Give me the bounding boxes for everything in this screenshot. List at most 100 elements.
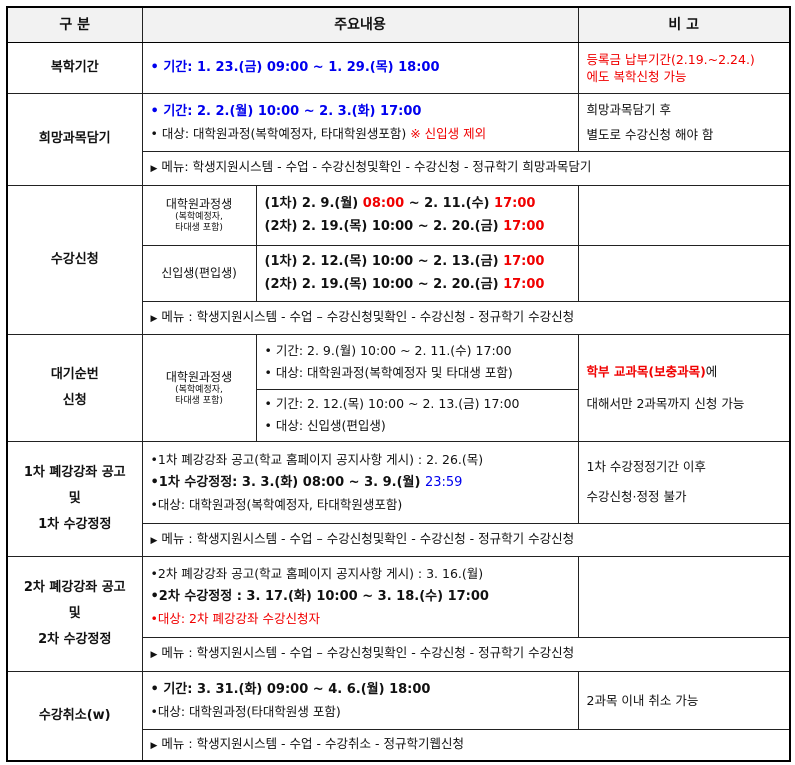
text-segment: •2차 수강정정 : 3. 17.(화) 10:00 ~ 3. 18.(수) 1… xyxy=(150,589,489,604)
text-line: 희망과목담기 후 xyxy=(587,97,782,122)
text-segment: 17:00 xyxy=(494,196,536,211)
text-line: •2차 수강정정 : 3. 17.(화) 10:00 ~ 3. 18.(수) 1… xyxy=(151,585,570,608)
menu-path-withdraw: ▶ 메뉴 : 학생지원시스템 - 수업 - 수강취소 - 정규학기웹신청 xyxy=(141,728,791,762)
header-content: 주요내용 xyxy=(141,6,579,43)
arrow-icon: ▶ xyxy=(150,650,158,660)
content-change1: •1차 폐강강좌 공고(학교 홈페이지 공지사항 게시) : 2. 26.(목)… xyxy=(141,440,579,524)
text-line: 신청 xyxy=(62,392,87,408)
menu-text: 메뉴 : 학생지원시스템 - 수업 – 수강신청및확인 - 수강신청 - 정규학… xyxy=(161,645,575,660)
content-waitlist-grad: • 기간: 2. 9.(월) 10:00 ~ 2. 11.(수) 17:00 • … xyxy=(255,333,579,390)
text-line: • 대상: 대학원과정(복학예정자 및 타대생 포함) xyxy=(265,362,570,384)
text-line: 및 xyxy=(68,605,81,621)
text-line: 1차 수강정정기간 이후 xyxy=(587,452,782,482)
sub-note: (복학예정자, xyxy=(175,212,223,222)
text-segment: •대상: 대학원과정(복학예정자, 타대학원생포함) xyxy=(150,496,403,512)
sub-note: (복학예정자, xyxy=(175,384,223,395)
sub-category-waitlist: 대학원과정생 (복학예정자, 타대생 포함) xyxy=(141,333,257,442)
category-change1: 1차 폐강강좌 공고 및 1차 수강정정 xyxy=(6,440,143,557)
category-withdraw: 수강취소(w) xyxy=(6,670,143,762)
row-change1-menu: ▶ 메뉴 : 학생지원시스템 - 수업 – 수강신청및확인 - 수강신청 - 정규… xyxy=(7,522,791,557)
sub-label: 대학원과정생 xyxy=(165,369,233,384)
row-withdraw-menu: ▶ 메뉴 : 학생지원시스템 - 수업 - 수강취소 - 정규학기웹신청 xyxy=(7,728,791,762)
text-segment: 등록금 납부기간(2.19.~2.24.) xyxy=(586,51,755,67)
remark-withdraw: 2과목 이내 취소 가능 xyxy=(577,670,791,730)
text-segment: (1차) 2. 12.(목) 10:00 ~ 2. 13.(금) xyxy=(264,254,504,269)
text-line: 등록금 납부기간(2.19.~2.24.) xyxy=(587,51,782,68)
text-line: 수강신청 xyxy=(50,251,99,267)
text-line: (2차) 2. 19.(목) 10:00 ~ 2. 20.(금) 17:00 xyxy=(265,273,570,296)
text-line: • 기간: 2. 12.(목) 10:00 ~ 2. 13.(금) 17:00 xyxy=(265,393,570,415)
row-registration-menu: ▶ 메뉴 : 학생지원시스템 - 수업 – 수강신청및확인 - 수강신청 - 정규… xyxy=(7,300,791,335)
menu-path-wishlist: ▶ 메뉴: 학생지원시스템 - 수업 - 수강신청및확인 - 수강신청 - 정규학… xyxy=(141,150,791,186)
text-line: 대기순번 xyxy=(50,366,99,382)
text-segment: 1차 수강정정기간 이후 xyxy=(586,459,706,474)
text-line: •대상: 대학원과정(타대학원생 포함) xyxy=(151,701,570,723)
sub-note: 타대생 포함) xyxy=(175,223,223,233)
text-line: •1차 수강정정: 3. 3.(화) 08:00 ~ 3. 9.(월) 23:5… xyxy=(151,471,570,494)
row-withdraw: 수강취소(w) • 기간: 3. 31.(화) 09:00 ~ 4. 6.(월)… xyxy=(6,670,791,762)
text-segment: 2과목 이내 취소 가능 xyxy=(586,692,699,708)
text-line: •대상: 2차 폐강강좌 수강신청자 xyxy=(151,608,570,630)
menu-path-change1: ▶ 메뉴 : 학생지원시스템 - 수업 – 수강신청및확인 - 수강신청 - 정규… xyxy=(141,522,791,557)
row-change2-menu: ▶ 메뉴 : 학생지원시스템 - 수업 – 수강신청및확인 - 수강신청 - 정규… xyxy=(7,636,791,672)
text-line: 및 xyxy=(68,490,81,506)
menu-path-registration: ▶ 메뉴 : 학생지원시스템 - 수업 – 수강신청및확인 - 수강신청 - 정규… xyxy=(141,300,791,335)
text-line: • 대상: 대학원과정(복학예정자, 타대학원생포함) ※ 신입생 제외 xyxy=(151,123,570,145)
arrow-icon: ▶ xyxy=(150,313,158,324)
text-segment: •대상: 대학원과정(타대학원생 포함) xyxy=(150,703,341,719)
text-line: • 기간: 2. 9.(월) 10:00 ~ 2. 11.(수) 17:00 xyxy=(265,340,570,362)
remark-change2 xyxy=(577,555,791,638)
text-segment: ~ 2. 11.(수) xyxy=(404,196,495,211)
text-line: •대상: 대학원과정(복학예정자, 타대학원생포함) xyxy=(151,494,570,516)
text-line: 수강취소(w) xyxy=(38,707,111,723)
text-line: 복학기간 xyxy=(50,59,99,75)
sub-category-new: 신입생(편입생) xyxy=(141,244,257,302)
remark-reinstate: 등록금 납부기간(2.19.~2.24.) 에도 복학신청 가능 xyxy=(577,41,791,94)
text-segment: ※ 신입생 제외 xyxy=(410,125,487,141)
text-line: 2과목 이내 취소 가능 xyxy=(587,688,782,713)
schedule-table: 구 분 주요내용 비 고 복학기간 • 기간: 1. 23.(금) 09:00 … xyxy=(6,6,791,762)
text-line: (1차) 2. 9.(월) 08:00 ~ 2. 11.(수) 17:00 xyxy=(265,192,570,215)
content-reinstate: • 기간: 1. 23.(금) 09:00 ~ 1. 29.(목) 18:00 xyxy=(141,41,579,94)
text-line: • 대상: 신입생(편입생) xyxy=(265,415,570,437)
row-waitlist-b: • 기간: 2. 12.(목) 10:00 ~ 2. 13.(금) 17:00 •… xyxy=(7,388,790,442)
text-segment: •1차 폐강강좌 공고(학교 홈페이지 공지사항 게시) : 2. 26.(목) xyxy=(150,451,484,467)
menu-path-change2: ▶ 메뉴 : 학생지원시스템 - 수업 – 수강신청및확인 - 수강신청 - 정규… xyxy=(141,636,791,672)
text-segment: 23:59 xyxy=(424,474,463,490)
arrow-icon: ▶ xyxy=(150,740,158,751)
text-segment: (2차) 2. 19.(목) 10:00 ~ 2. 20.(금) xyxy=(264,219,504,234)
text-segment: • 기간: 2. 9.(월) 10:00 ~ 2. 11.(수) 17:00 xyxy=(264,342,512,358)
header-remark: 비 고 xyxy=(577,6,791,43)
text-line: • 기간: 3. 31.(화) 09:00 ~ 4. 6.(월) 18:00 xyxy=(151,678,570,701)
remark-empty xyxy=(577,184,791,246)
row-change1: 1차 폐강강좌 공고 및 1차 수강정정 •1차 폐강강좌 공고(학교 홈페이지 공… xyxy=(6,440,791,557)
text-segment: •대상: 2차 폐강강좌 수강신청자 xyxy=(150,611,320,626)
text-segment: 08:00 xyxy=(362,196,405,211)
header-category: 구 분 xyxy=(6,6,143,43)
text-segment: 17:00 xyxy=(503,254,545,269)
sub-note: 타대생 포함) xyxy=(175,395,223,406)
row-reinstate: 복학기간 • 기간: 1. 23.(금) 09:00 ~ 1. 29.(목) 1… xyxy=(6,41,791,94)
content-wishlist: • 기간: 2. 2.(월) 10:00 ~ 2. 3.(화) 17:00 • 대… xyxy=(141,92,579,152)
text-segment: 에도 복학신청 가능 xyxy=(586,68,687,84)
text-segment: 수강신청·정정 불가 xyxy=(586,489,687,504)
menu-text: 메뉴 : 학생지원시스템 - 수업 - 수강취소 - 정규학기웹신청 xyxy=(161,735,464,751)
text-segment: • 대상: 대학원과정(복학예정자, 타대학원생포함) xyxy=(150,125,411,141)
text-line: • 기간: 2. 2.(월) 10:00 ~ 2. 3.(화) 17:00 xyxy=(151,100,570,123)
text-segment: 학부 교과목(보충과목) xyxy=(586,363,706,379)
text-segment: • 대상: 신입생(편입생) xyxy=(264,418,386,433)
arrow-icon: ▶ xyxy=(150,535,158,546)
text-line: 2차 수강정정 xyxy=(38,631,112,647)
text-segment: (2차) 2. 19.(목) 10:00 ~ 2. 20.(금) xyxy=(264,277,504,292)
category-wishlist: 희망과목담기 xyxy=(6,92,143,186)
text-segment: 별도로 수강신청 해야 함 xyxy=(586,127,714,142)
text-line: (1차) 2. 12.(목) 10:00 ~ 2. 13.(금) 17:00 xyxy=(265,250,570,273)
header-row: 구 분 주요내용 비 고 xyxy=(6,6,791,43)
content-registration-grad: (1차) 2. 9.(월) 08:00 ~ 2. 11.(수) 17:00 (2차… xyxy=(255,184,579,246)
text-line: 수강신청·정정 불가 xyxy=(587,482,782,512)
text-line: • 기간: 1. 23.(금) 09:00 ~ 1. 29.(목) 18:00 xyxy=(151,56,570,79)
menu-text: 메뉴 : 학생지원시스템 - 수업 – 수강신청및확인 - 수강신청 - 정규학… xyxy=(161,308,575,324)
